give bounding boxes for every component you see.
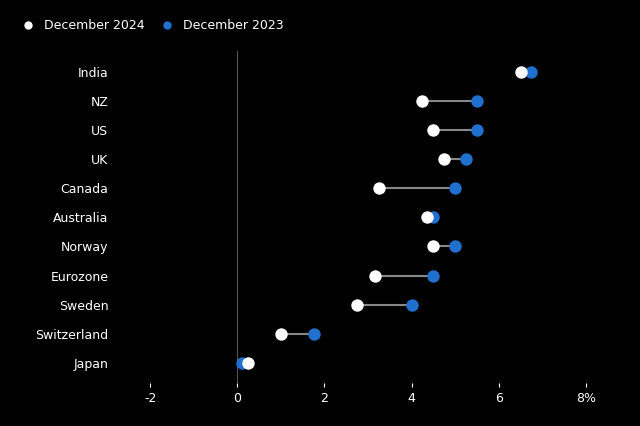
Point bbox=[428, 127, 438, 133]
Point bbox=[526, 68, 536, 75]
Point bbox=[515, 68, 525, 75]
Point bbox=[308, 331, 319, 337]
Point bbox=[352, 301, 362, 308]
Point bbox=[450, 243, 460, 250]
Point bbox=[472, 127, 482, 133]
Point bbox=[422, 214, 432, 221]
Point bbox=[236, 360, 246, 366]
Point bbox=[472, 97, 482, 104]
Point bbox=[374, 185, 384, 192]
Point bbox=[450, 185, 460, 192]
Point bbox=[417, 97, 428, 104]
Point bbox=[439, 155, 449, 162]
Point bbox=[369, 272, 380, 279]
Point bbox=[428, 243, 438, 250]
Legend: December 2024, December 2023: December 2024, December 2023 bbox=[10, 14, 289, 37]
Point bbox=[243, 360, 253, 366]
Point bbox=[406, 301, 417, 308]
Point bbox=[461, 155, 471, 162]
Point bbox=[276, 331, 286, 337]
Point bbox=[428, 272, 438, 279]
Point bbox=[428, 214, 438, 221]
